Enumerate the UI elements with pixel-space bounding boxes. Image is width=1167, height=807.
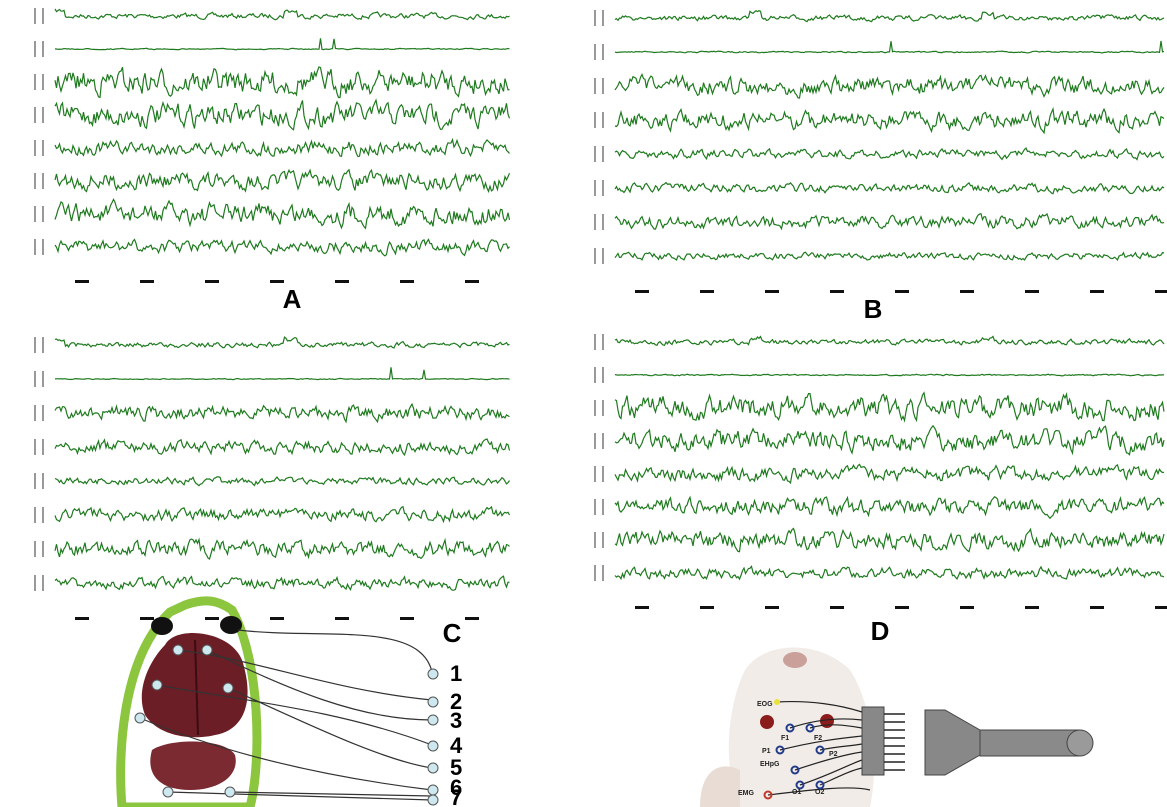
eye	[220, 616, 242, 634]
time-marker	[1090, 290, 1104, 293]
eeg-trace	[614, 212, 1165, 231]
eeg-trace	[54, 137, 510, 158]
eeg-trace	[54, 168, 511, 194]
cerebellum	[150, 741, 236, 790]
eeg-trace	[54, 438, 511, 457]
brain-diagram	[116, 596, 439, 807]
time-marker	[140, 280, 154, 283]
eeg-trace	[614, 373, 1165, 377]
eeg-trace	[54, 198, 511, 230]
eeg-trace	[614, 40, 1165, 54]
panel-label: A	[283, 284, 302, 314]
electrode-label: P2	[829, 751, 838, 758]
eeg-trace	[614, 73, 1165, 99]
fissure	[194, 639, 199, 736]
eeg-trace	[54, 505, 511, 524]
time-marker	[700, 290, 714, 293]
electrode-label: EMG	[738, 790, 755, 797]
eye	[151, 617, 173, 635]
traces	[34, 8, 1167, 620]
eeg-trace	[54, 38, 510, 51]
eeg-trace	[54, 402, 510, 424]
rat-head	[728, 647, 874, 807]
time-marker	[830, 290, 844, 293]
time-marker	[700, 606, 714, 609]
time-marker	[270, 280, 284, 283]
time-marker	[960, 606, 974, 609]
time-marker	[465, 280, 479, 283]
time-marker	[335, 280, 349, 283]
time-marker	[1025, 606, 1039, 609]
electrode-number: 7	[450, 785, 462, 807]
panel-label: D	[871, 616, 890, 646]
time-marker	[635, 606, 649, 609]
electrode-label: EHpG	[760, 761, 780, 768]
eeg-trace	[614, 251, 1165, 261]
electrode-number: 1	[450, 661, 462, 686]
eeg-trace	[54, 537, 510, 560]
eeg-trace	[54, 476, 510, 487]
eeg-trace	[614, 9, 1165, 23]
time-marker	[1155, 290, 1167, 293]
eeg-trace	[614, 463, 1165, 485]
panel-label: C	[443, 618, 462, 648]
time-marker	[205, 280, 219, 283]
eeg-trace	[614, 106, 1165, 135]
eeg-trace	[614, 147, 1165, 161]
time-marker	[335, 617, 349, 620]
electrode-label: P1	[762, 748, 771, 755]
skull-outline	[116, 596, 262, 807]
electrode-label: EOG	[757, 701, 773, 708]
time-marker	[1090, 606, 1104, 609]
eeg-trace	[614, 527, 1165, 553]
electrode-label: F2	[814, 735, 822, 742]
time-marker	[270, 617, 284, 620]
eeg-trace	[54, 98, 511, 131]
electrode-label: O2	[815, 789, 824, 796]
time-marker	[895, 290, 909, 293]
time-marker	[960, 290, 974, 293]
time-marker	[400, 617, 414, 620]
electrode-number: 6	[450, 775, 462, 800]
electrode-number: 2	[450, 689, 462, 714]
eeg-trace	[614, 495, 1165, 520]
cerebrum	[141, 633, 248, 738]
panel-label: B	[864, 294, 883, 324]
electrode-number: 3	[450, 708, 462, 733]
time-marker	[465, 617, 479, 620]
electrode-number: 5	[450, 755, 462, 780]
eeg-trace	[614, 391, 1165, 423]
eeg-trace	[54, 336, 510, 349]
time-marker	[765, 290, 779, 293]
eeg-trace	[54, 575, 510, 591]
time-marker	[765, 606, 779, 609]
time-marker	[75, 280, 89, 283]
eeg-trace	[614, 424, 1165, 456]
eeg-trace	[54, 238, 510, 257]
electrode-label: O1	[792, 789, 801, 796]
time-marker	[635, 290, 649, 293]
time-marker	[140, 617, 154, 620]
electrode-number: 4	[450, 733, 463, 758]
eeg-trace	[54, 367, 510, 381]
time-marker	[1025, 290, 1039, 293]
time-marker	[895, 606, 909, 609]
eeg-trace	[614, 181, 1165, 195]
eeg-trace	[54, 66, 510, 99]
time-marker	[1155, 606, 1167, 609]
eeg-trace	[54, 8, 510, 21]
time-marker	[75, 617, 89, 620]
time-marker	[205, 617, 219, 620]
rat-diagram	[700, 647, 1094, 807]
electrode-label: F1	[781, 735, 789, 742]
time-marker	[830, 606, 844, 609]
eeg-trace	[614, 335, 1165, 347]
time-marker	[400, 280, 414, 283]
eeg-trace	[614, 565, 1165, 581]
